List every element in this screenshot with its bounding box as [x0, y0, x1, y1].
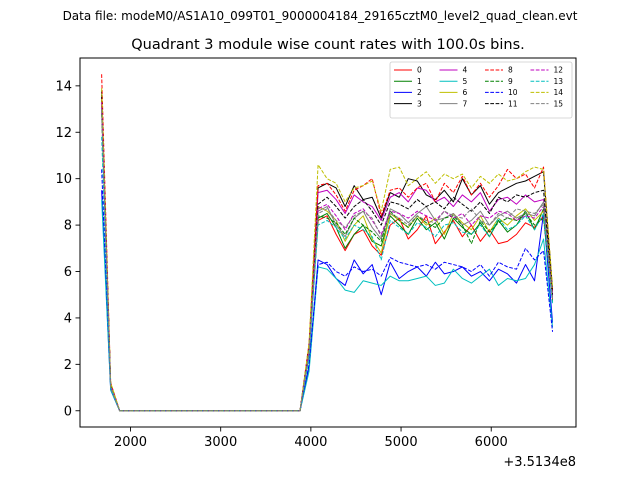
legend-label: 9 — [508, 77, 513, 86]
series-layer — [101, 74, 554, 412]
y-tick-label: 14 — [55, 79, 72, 94]
y-tick-label: 4 — [64, 311, 72, 326]
plot-area — [80, 58, 576, 427]
legend-entry-13: 13 — [530, 77, 564, 86]
figure-supertitle: Data file: modeM0/AS1A10_099T01_90000041… — [63, 9, 578, 23]
series-line-13 — [101, 136, 554, 412]
legend-entry-15: 15 — [530, 99, 564, 108]
x-tick-label: 3000 — [204, 435, 237, 450]
legend-entry-0: 0 — [394, 66, 422, 75]
legend-entry-3: 3 — [394, 99, 422, 108]
x-tick-label: 5000 — [385, 435, 418, 450]
legend-label: 15 — [554, 99, 564, 108]
x-tick-label: 2000 — [114, 435, 147, 450]
legend-label: 7 — [463, 99, 468, 108]
series-line-14 — [101, 88, 554, 412]
legend-entry-8: 8 — [485, 66, 513, 75]
x-tick-label: 6000 — [475, 435, 508, 450]
legend-label: 13 — [554, 77, 564, 86]
legend-label: 6 — [463, 88, 468, 97]
legend-entry-10: 10 — [485, 88, 518, 97]
y-tick-label: 12 — [55, 126, 72, 141]
legend-entry-4: 4 — [439, 66, 468, 75]
x-tick-label: 4000 — [294, 435, 327, 450]
legend-label: 14 — [554, 88, 564, 97]
legend-label: 10 — [508, 88, 518, 97]
x-axis: 2000 3000 4000 5000 6000 — [114, 427, 508, 450]
legend-entry-14: 14 — [530, 88, 564, 97]
series-line-15 — [101, 109, 554, 412]
y-tick-label: 6 — [64, 265, 72, 280]
legend-label: 11 — [508, 99, 518, 108]
legend-frame — [389, 61, 573, 119]
y-tick-label: 10 — [55, 172, 72, 187]
legend-label: 12 — [554, 66, 564, 75]
y-tick-label: 0 — [64, 404, 72, 419]
legend-label: 1 — [417, 77, 422, 86]
legend-entry-12: 12 — [530, 66, 564, 75]
legend-entry-9: 9 — [485, 77, 513, 86]
legend-entry-5: 5 — [439, 77, 468, 86]
legend-label: 3 — [417, 99, 422, 108]
legend-entry-11: 11 — [485, 99, 518, 108]
legend-entry-6: 6 — [439, 88, 468, 97]
chart-title: Quadrant 3 module wise count rates with … — [131, 37, 525, 53]
legend-entry-7: 7 — [439, 99, 468, 108]
legend-label: 8 — [508, 66, 513, 75]
legend-label: 2 — [417, 88, 422, 97]
legend-label: 4 — [463, 66, 468, 75]
plot-frame — [79, 57, 577, 428]
legend-label: 0 — [417, 66, 422, 75]
legend-entry-2: 2 — [394, 88, 422, 97]
y-axis: 0 2 4 6 8 10 12 14 — [55, 79, 80, 419]
y-tick-label: 8 — [64, 219, 72, 234]
legend-entry-1: 1 — [394, 77, 422, 86]
legend-label: 5 — [463, 77, 468, 86]
x-offset-label: +3.5134e8 — [503, 455, 576, 470]
y-tick-label: 2 — [64, 358, 72, 373]
